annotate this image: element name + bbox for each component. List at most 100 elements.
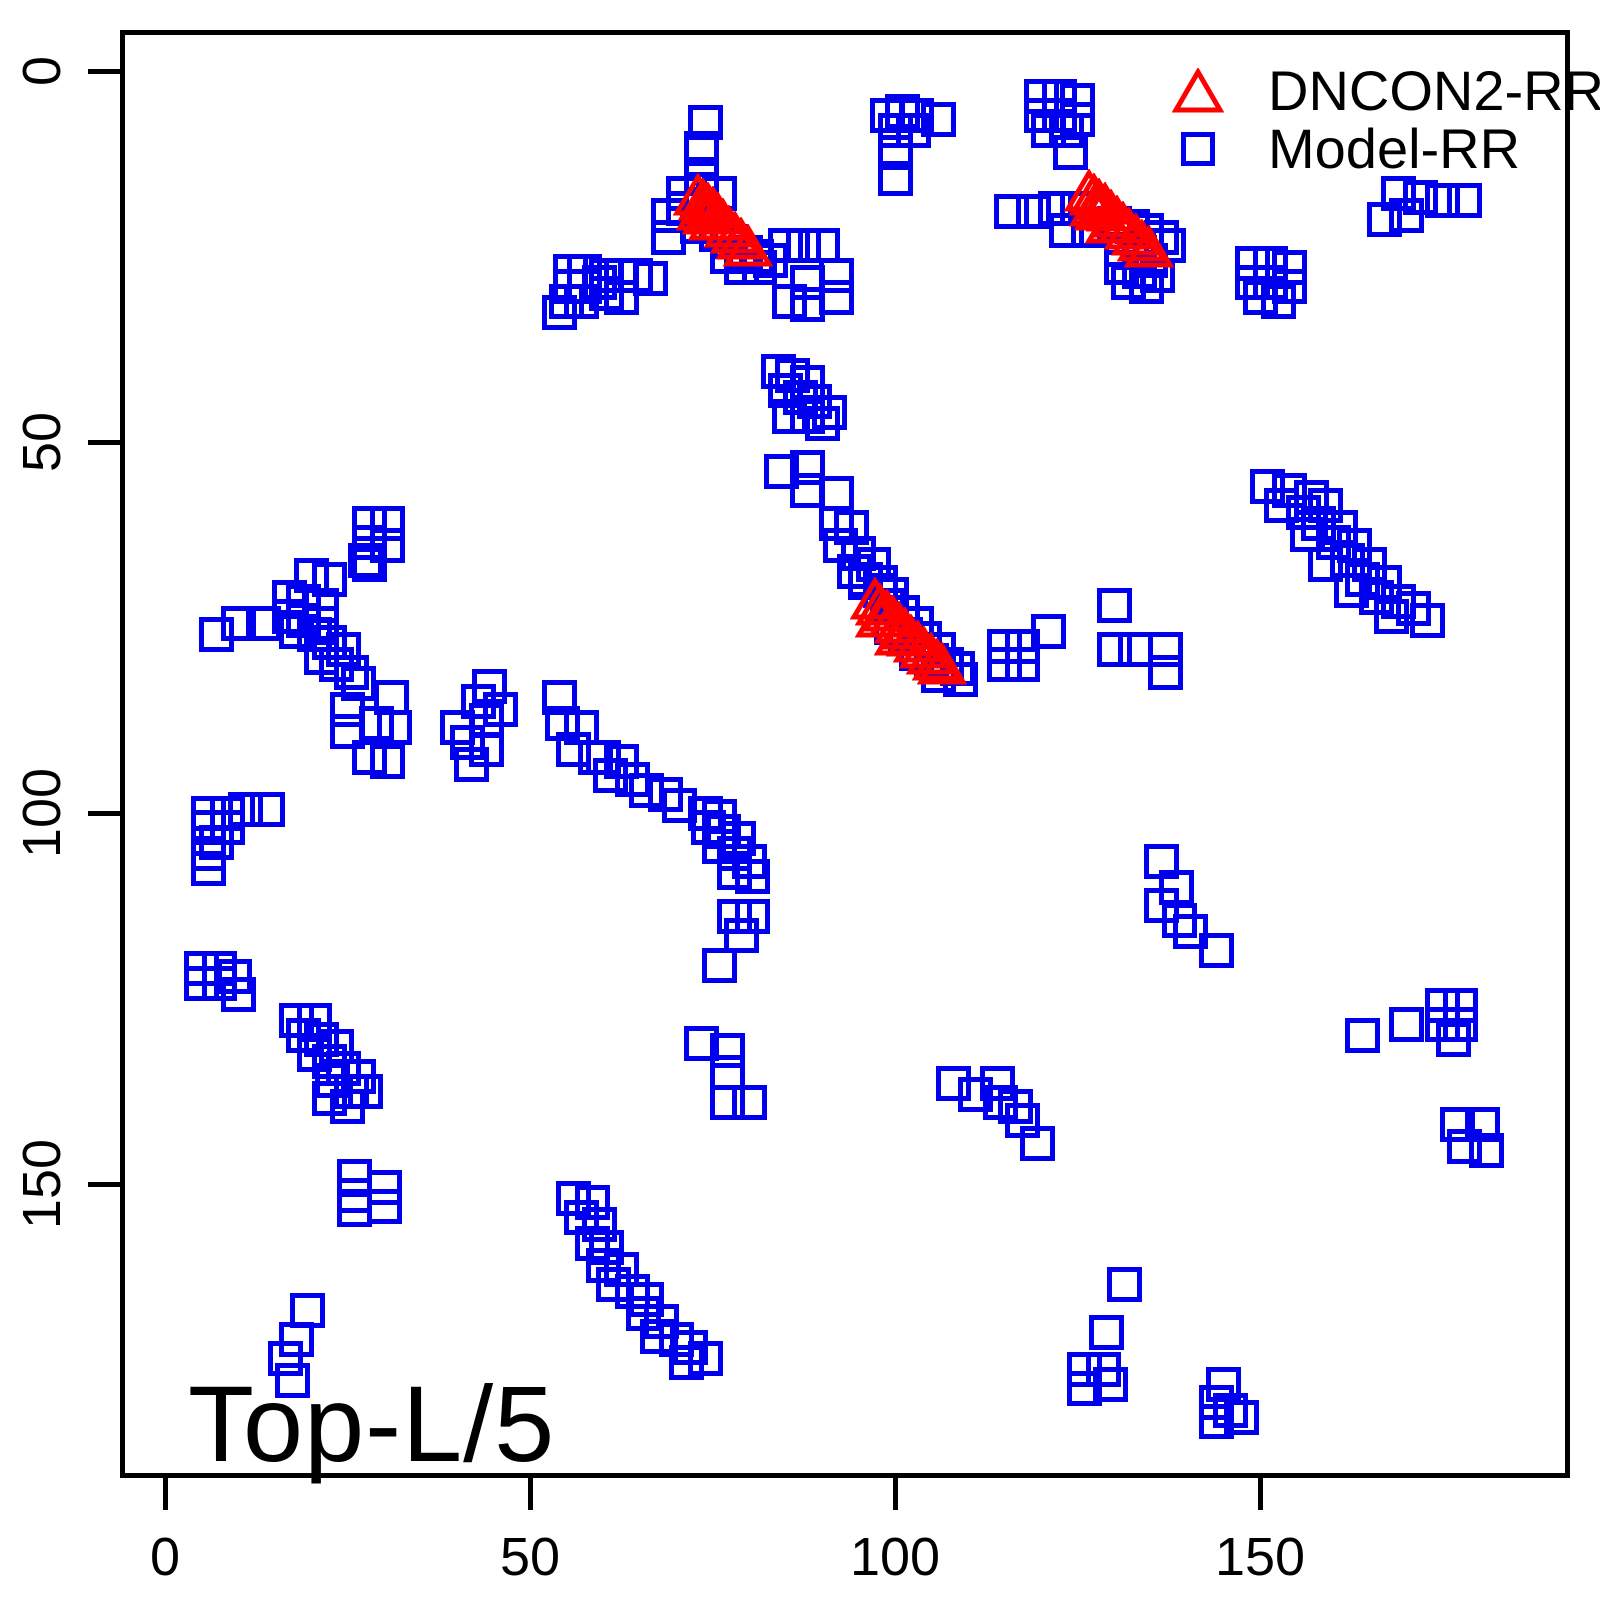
model-rr-contact-marker [1213, 1392, 1249, 1428]
y-axis-tick-label: 100 [12, 767, 72, 859]
model-rr-contact-marker [895, 112, 931, 148]
model-rr-contact-marker [1030, 613, 1066, 649]
model-rr-contact-marker [278, 613, 314, 649]
x-axis-tick [527, 1478, 533, 1510]
model-rr-contact-marker [724, 917, 760, 953]
model-rr-contact-marker [833, 509, 869, 545]
model-rr-contact-marker [819, 279, 855, 315]
model-rr-contact-marker [1439, 1107, 1475, 1143]
model-rr-contact-marker [684, 131, 720, 167]
model-rr-contact-marker [662, 788, 698, 824]
model-rr-contact-marker [351, 524, 387, 560]
model-rr-contact-marker [366, 1170, 402, 1206]
x-axis-tick [892, 1478, 898, 1510]
legend-item-dncon2-rr: DNCON2-RR [1170, 60, 1600, 122]
model-rr-contact-marker [1465, 1107, 1501, 1143]
dncon2-rr-contact-marker [1117, 219, 1168, 262]
dncon2-rr-contact-marker [1124, 225, 1175, 268]
model-rr-contact-marker [786, 227, 822, 263]
model-rr-contact-marker [1016, 194, 1052, 230]
model-rr-contact-marker [1253, 246, 1289, 282]
model-rr-contact-marker [330, 1088, 365, 1124]
model-rr-contact-marker [877, 112, 913, 148]
y-axis-tick [88, 1181, 120, 1187]
model-rr-contact-marker [771, 398, 807, 434]
dncon2-rr-contact-marker [722, 223, 773, 267]
model-rr-contact-marker [687, 1340, 723, 1376]
model-rr-contact-marker [1198, 932, 1234, 968]
model-rr-contact-marker [541, 680, 577, 716]
model-rr-contact-marker [370, 506, 406, 542]
model-rr-contact-marker [1162, 903, 1198, 939]
model-rr-contact-marker [1107, 1266, 1143, 1302]
model-rr-contact-marker [1435, 1021, 1471, 1057]
model-rr-contact-marker [811, 394, 847, 430]
model-rr-contact-marker [1096, 632, 1132, 668]
plot-frame [120, 30, 1570, 1478]
model-rr-contact-marker [267, 1340, 303, 1376]
model-rr-contact-marker [731, 1084, 767, 1120]
model-rr-contact-marker [804, 405, 840, 441]
model-rr-contact-marker [994, 194, 1030, 230]
model-rr-contact-marker [370, 743, 406, 779]
model-rr-contact-marker [581, 264, 617, 300]
model-rr-contact-marker [1242, 279, 1278, 315]
triangle-marker-icon [1170, 66, 1226, 116]
model-rr-contact-marker [629, 773, 665, 809]
model-rr-contact-marker [340, 665, 376, 701]
model-rr-contact-marker [1049, 112, 1085, 148]
model-rr-contact-marker [184, 966, 219, 1002]
model-rr-contact-marker [987, 628, 1022, 664]
model-rr-contact-marker [454, 747, 490, 783]
y-axis-tick-label: 50 [12, 411, 72, 473]
dncon2-rr-contact-marker [917, 642, 968, 685]
model-rr-contact-marker [304, 606, 340, 642]
model-rr-contact-marker [246, 606, 282, 642]
model-rr-contact-marker [1425, 183, 1460, 219]
model-rr-contact-marker [1260, 283, 1296, 319]
model-rr-contact-marker [1005, 647, 1041, 683]
model-rr-contact-marker [585, 739, 621, 775]
model-rr-contact-marker [1052, 135, 1088, 171]
model-rr-contact-marker [709, 1032, 745, 1068]
model-rr-contact-marker [1041, 79, 1077, 115]
model-rr-contact-marker [1468, 1133, 1504, 1169]
model-rr-contact-marker [1388, 1006, 1424, 1042]
x-axis-tick-label: 100 [849, 1527, 941, 1587]
model-rr-contact-marker [1388, 198, 1424, 234]
model-rr-contact-marker [1049, 213, 1085, 249]
model-rr-contact-marker [563, 283, 599, 319]
y-axis-tick [88, 68, 120, 74]
model-rr-contact-marker [702, 947, 738, 983]
model-rr-contact-marker [1373, 598, 1409, 634]
model-rr-contact-marker [735, 858, 771, 894]
model-rr-contact-marker [789, 450, 825, 486]
model-rr-contact-marker [716, 899, 752, 935]
model-rr-contact-marker [877, 135, 913, 171]
model-rr-contact-marker [1308, 546, 1344, 582]
model-rr-contact-marker [1224, 1400, 1260, 1436]
model-rr-contact-marker [556, 1181, 592, 1217]
model-rr-contact-marker [1089, 1314, 1125, 1350]
dncon2-rr-contact-marker [905, 631, 956, 675]
model-rr-contact-marker [191, 851, 227, 887]
model-rr-contact-marker [735, 899, 771, 935]
model-rr-contact-marker [227, 791, 263, 827]
model-rr-contact-marker [366, 1188, 402, 1224]
model-rr-contact-marker [545, 706, 581, 742]
model-rr-contact-marker [1235, 246, 1271, 282]
model-rr-contact-marker [596, 1266, 632, 1302]
legend-label-dncon2-rr: DNCON2-RR [1268, 59, 1600, 122]
x-axis-tick [1257, 1478, 1263, 1510]
x-axis-tick [162, 1478, 168, 1510]
legend-item-model-rr: Model-RR [1170, 118, 1520, 180]
model-rr-contact-marker [877, 161, 913, 197]
model-rr-contact-marker [249, 791, 285, 827]
model-rr-contact-marker [669, 1344, 705, 1380]
model-rr-contact-marker [684, 1025, 720, 1061]
model-rr-contact-marker [1206, 1366, 1241, 1402]
x-axis-tick-label: 50 [499, 1527, 561, 1587]
model-rr-contact-marker [348, 543, 384, 579]
model-rr-contact-marker [837, 554, 873, 590]
